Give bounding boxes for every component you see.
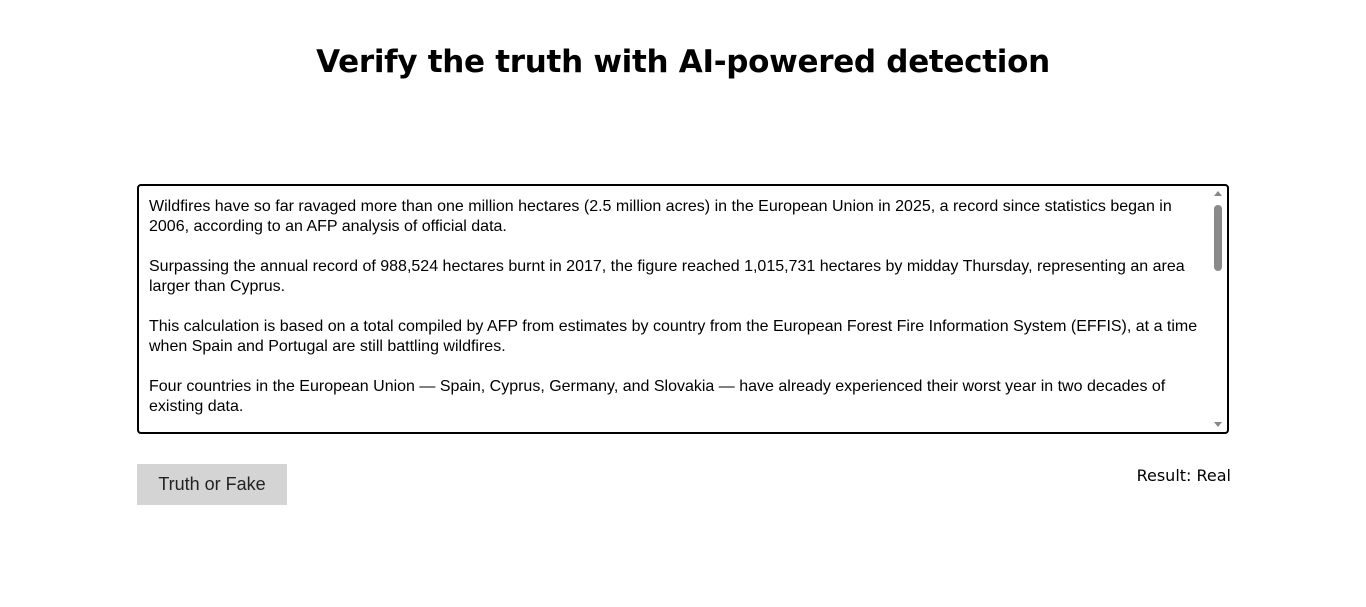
paragraph: Wildfires have so far ravaged more than … [149,198,1172,235]
article-text-input[interactable]: Wildfires have so far ravaged more than … [137,184,1229,434]
article-text-content[interactable]: Wildfires have so far ravaged more than … [149,197,1209,432]
result-text: Result: Real [1136,466,1231,485]
paragraph: Four countries in the European Union — S… [149,378,1166,415]
scrollbar-thumb[interactable] [1214,205,1222,271]
scroll-down-arrow-icon[interactable] [1214,422,1222,427]
paragraph: This calculation is based on a total com… [149,318,1198,355]
page-title: Verify the truth with AI-powered detecti… [316,44,1050,80]
vertical-scrollbar[interactable] [1211,188,1225,430]
truth-or-fake-button[interactable]: Truth or Fake [137,464,287,505]
scroll-up-arrow-icon[interactable] [1214,191,1222,196]
paragraph: Surpassing the annual record of 988,524 … [149,258,1185,295]
